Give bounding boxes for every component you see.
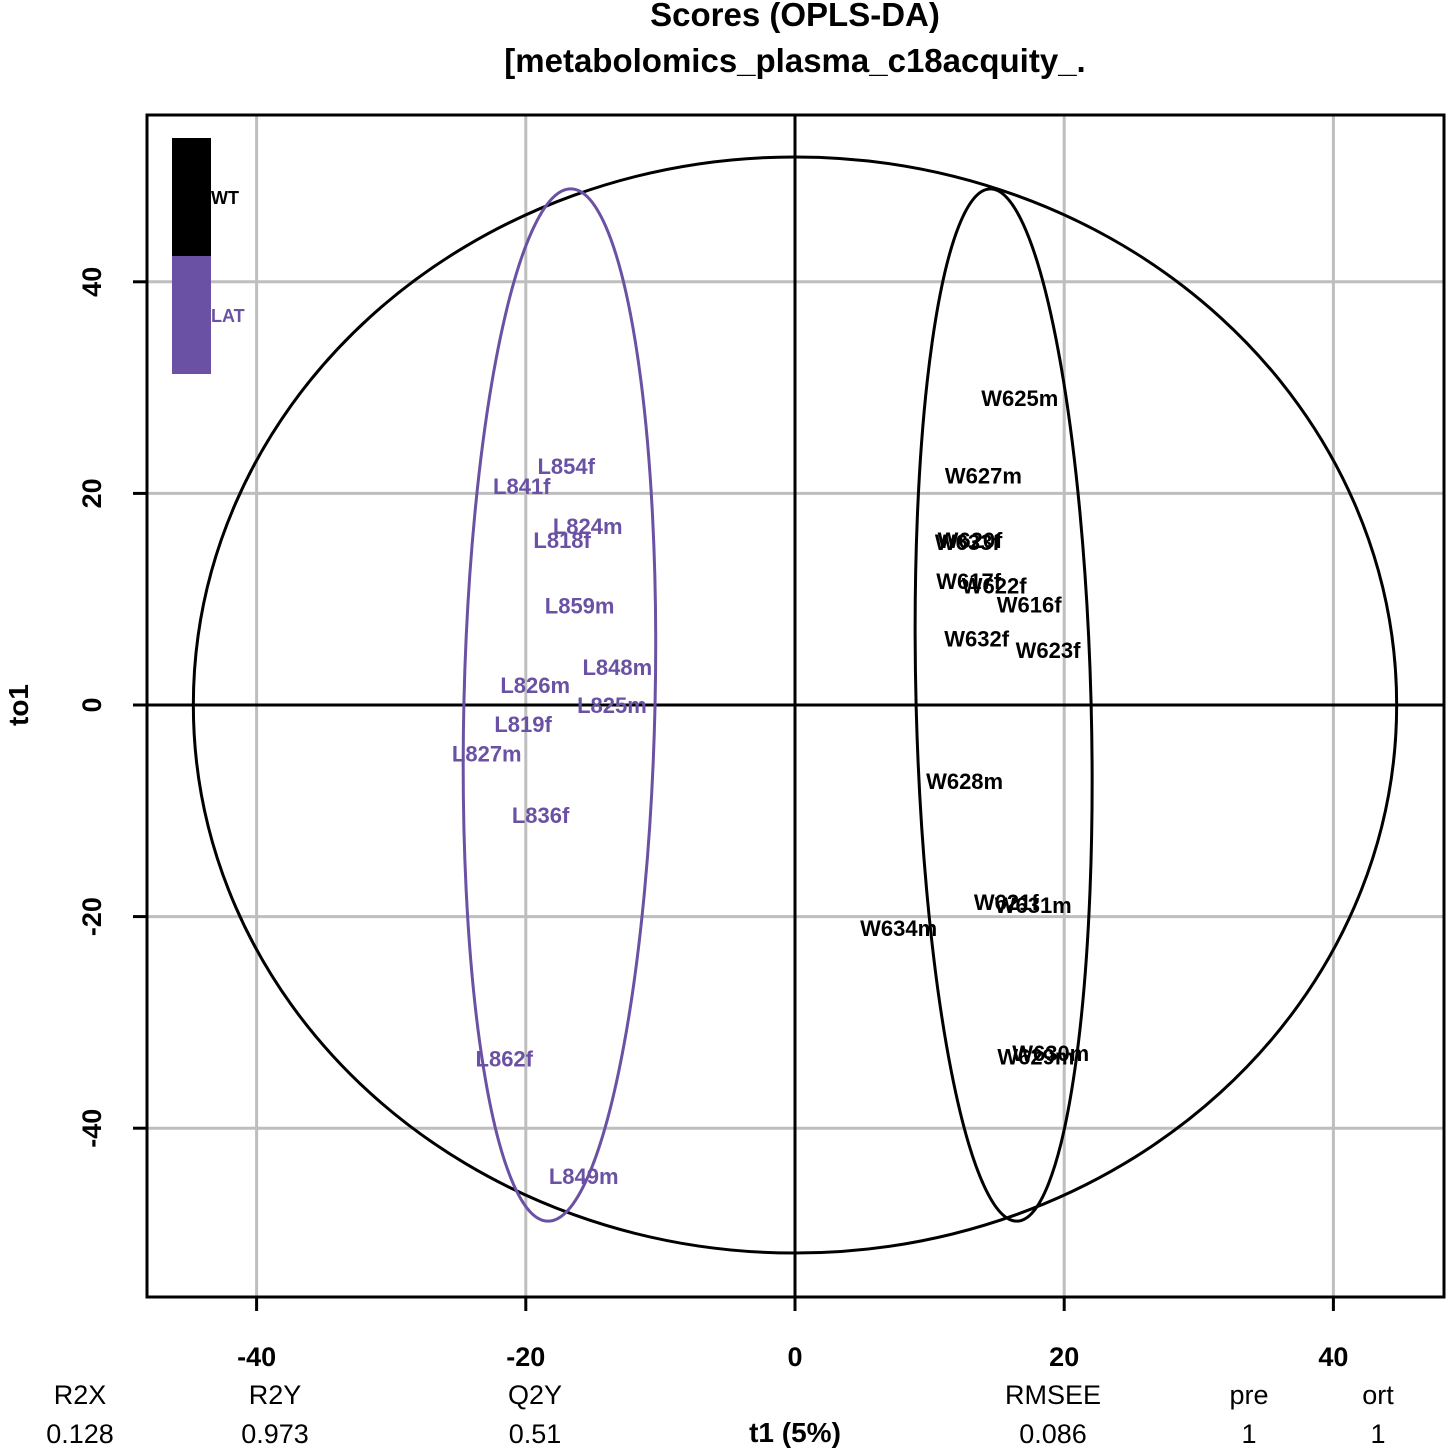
score-point-label: W617f xyxy=(936,569,1001,594)
score-point-label: W632f xyxy=(944,626,1009,651)
model-statistics: R2X 0.128 R2Y 0.973 Q2Y 0.51 RMSEE 0.086 pre 1 ort… xyxy=(46,1380,1394,1449)
score-point-label: L818f xyxy=(533,528,591,553)
score-point-label: W634m xyxy=(860,916,937,941)
stat-value-ort: 1 xyxy=(1370,1419,1385,1449)
stat-value-rmsee: 0.086 xyxy=(1019,1419,1087,1449)
score-point-label: W625m xyxy=(981,386,1058,411)
stat-name-ort: ort xyxy=(1362,1380,1394,1410)
score-point-label: L849m xyxy=(549,1164,619,1189)
y-tick-label: 20 xyxy=(77,478,107,508)
stat-name-r2x: R2X xyxy=(54,1380,107,1410)
x-tick-label: 40 xyxy=(1318,1342,1348,1372)
zero-axes xyxy=(147,115,1444,1297)
score-point-label: L862f xyxy=(476,1046,534,1071)
ellipse-layer xyxy=(191,155,1399,1255)
score-point-label: W630m xyxy=(1012,1041,1089,1066)
group-ellipse-wt xyxy=(913,187,1094,1223)
score-point-label: L825m xyxy=(577,693,647,718)
stat-value-pre: 1 xyxy=(1241,1419,1256,1449)
score-point-label: L848m xyxy=(582,655,652,680)
chart-title: Scores (OPLS-DA) xyxy=(650,0,940,33)
score-point-label: W627m xyxy=(945,463,1022,488)
legend-swatch-lat xyxy=(172,256,211,374)
legend-label-lat: LAT xyxy=(211,306,245,326)
score-point-label: W621f xyxy=(974,890,1039,915)
group-ellipse-lat xyxy=(461,187,658,1223)
score-point-label: L827m xyxy=(452,742,522,767)
stat-value-q2y: 0.51 xyxy=(509,1419,562,1449)
score-point-label: L819f xyxy=(494,712,552,737)
score-point-label: W616f xyxy=(997,592,1062,617)
stat-value-r2y: 0.973 xyxy=(241,1419,309,1449)
x-tick-label: 0 xyxy=(787,1342,802,1372)
score-point-label: L836f xyxy=(512,803,570,828)
y-tick-label: 0 xyxy=(77,697,107,712)
score-point-label: L826m xyxy=(500,673,570,698)
y-tick-label: 40 xyxy=(77,267,107,297)
axis-ticks: -40 -20 0 20 40 -40 -20 0 20 40 xyxy=(77,267,1348,1372)
x-tick-label: -20 xyxy=(506,1342,545,1372)
score-point-label: L824m xyxy=(553,514,623,539)
chart-subtitle: [metabolomics_plasma_c18acquity_. xyxy=(504,42,1085,79)
score-point-label: L859m xyxy=(545,594,615,619)
legend-label-wt: WT xyxy=(211,188,239,208)
y-tick-label: -20 xyxy=(77,897,107,936)
legend: WT LAT xyxy=(172,138,245,374)
legend-swatch-wt xyxy=(172,138,211,256)
hotelling-t2-ellipse xyxy=(191,155,1399,1255)
score-point-label: W631m xyxy=(995,893,1072,918)
y-axis-title: to1 xyxy=(3,684,34,726)
score-point-label: L854f xyxy=(537,454,595,479)
stat-value-r2x: 0.128 xyxy=(46,1419,114,1449)
x-tick-label: -40 xyxy=(237,1342,276,1372)
score-point-label: W633f xyxy=(935,530,1000,555)
x-tick-label: 20 xyxy=(1049,1342,1079,1372)
stat-name-rmsee: RMSEE xyxy=(1005,1380,1101,1410)
score-point-label: W622f xyxy=(962,573,1027,598)
stat-name-pre: pre xyxy=(1229,1380,1268,1410)
stat-name-r2y: R2Y xyxy=(249,1380,302,1410)
score-point-label: W628m xyxy=(926,769,1003,794)
score-point-label: W620f xyxy=(938,528,1003,553)
score-point-label: W623f xyxy=(1016,638,1081,663)
y-tick-label: -40 xyxy=(77,1109,107,1148)
score-point-label: W629m xyxy=(997,1044,1074,1069)
x-axis-title: t1 (5%) xyxy=(749,1417,841,1448)
score-point-label: L841f xyxy=(493,474,551,499)
stat-name-q2y: Q2Y xyxy=(508,1380,562,1410)
